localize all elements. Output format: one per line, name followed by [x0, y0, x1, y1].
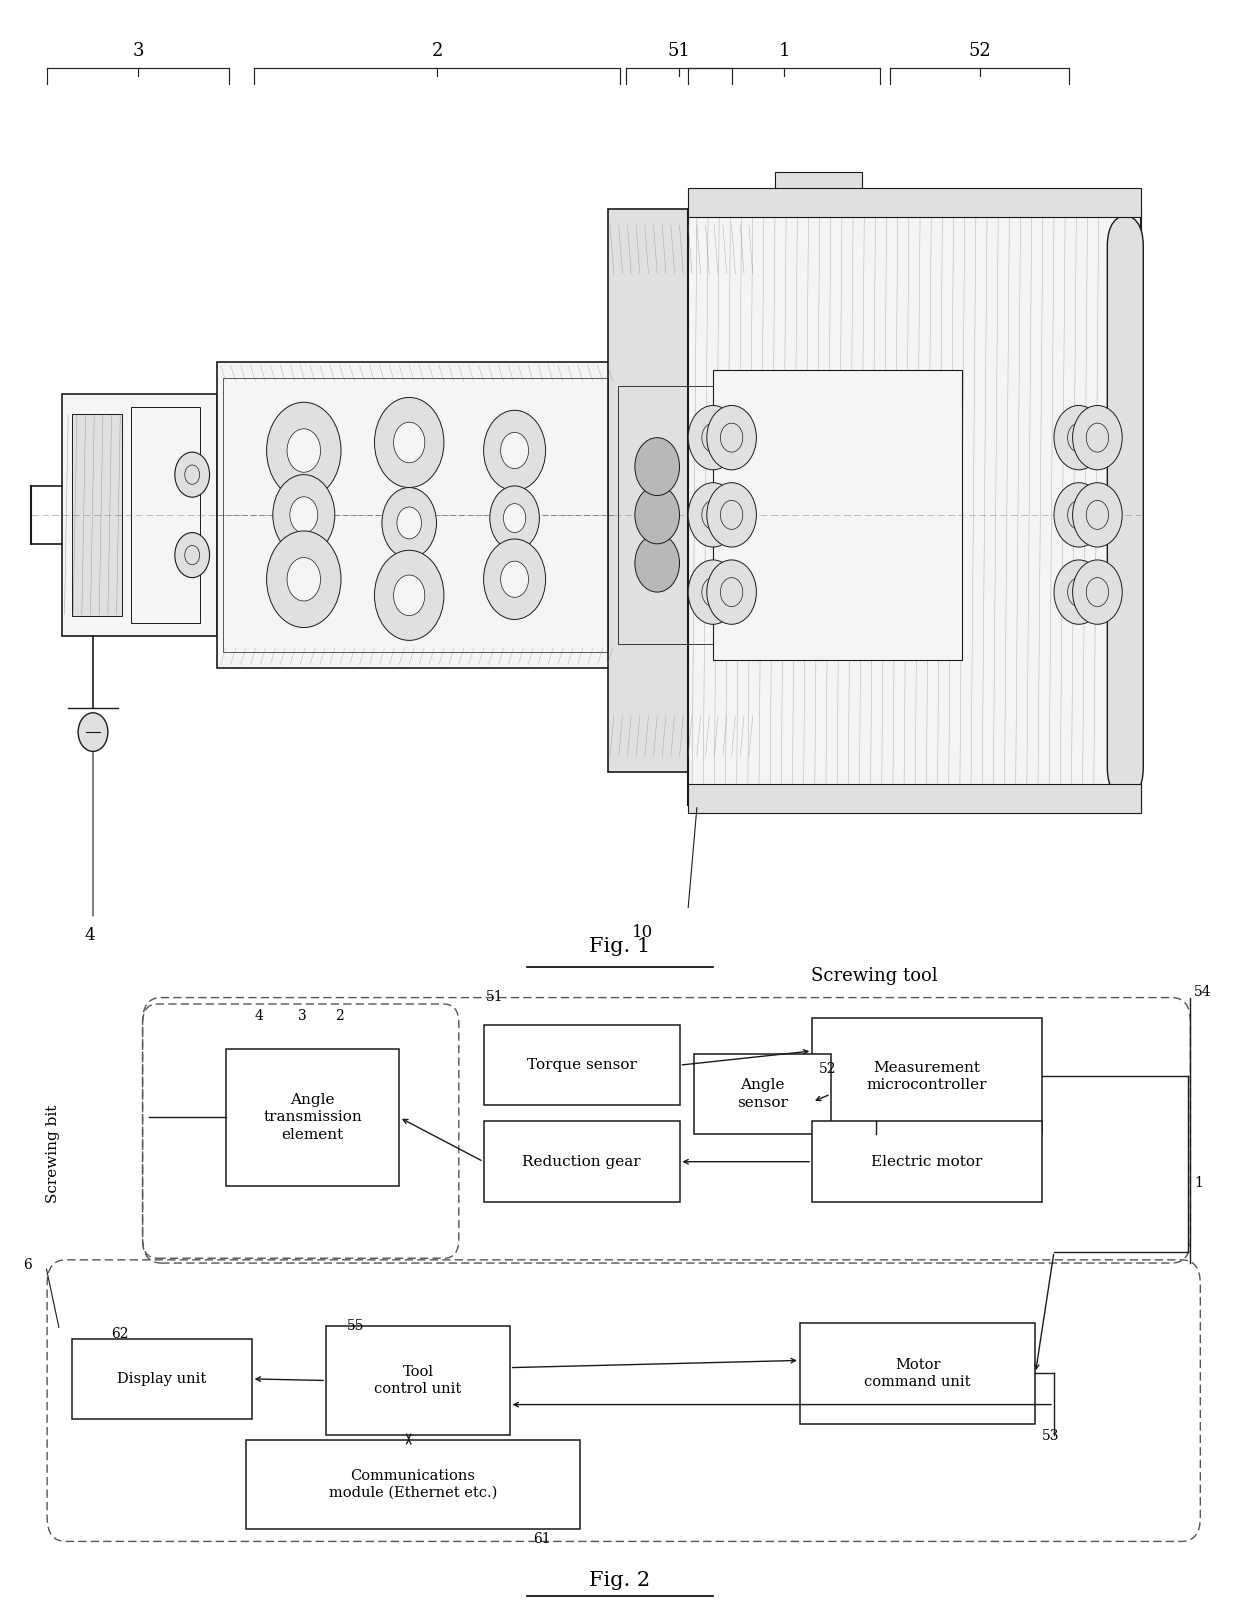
- Circle shape: [288, 428, 320, 473]
- Bar: [800, 1323, 1035, 1424]
- Circle shape: [273, 475, 335, 555]
- Circle shape: [175, 533, 210, 578]
- Text: 6: 6: [22, 1258, 32, 1273]
- Bar: [484, 1025, 680, 1105]
- Bar: [812, 1121, 1042, 1202]
- Circle shape: [78, 713, 108, 751]
- Circle shape: [1054, 405, 1104, 470]
- Bar: [131, 407, 200, 623]
- Text: 52: 52: [818, 1062, 836, 1076]
- Text: Angle
sensor: Angle sensor: [737, 1078, 789, 1110]
- Text: Tool
control unit: Tool control unit: [374, 1364, 461, 1397]
- Text: 62: 62: [112, 1327, 129, 1342]
- Bar: [713, 370, 962, 660]
- Bar: [217, 362, 614, 668]
- Circle shape: [707, 560, 756, 624]
- Circle shape: [1073, 405, 1122, 470]
- Text: 3: 3: [133, 42, 144, 60]
- Text: 54: 54: [1194, 985, 1211, 999]
- Text: 53: 53: [1042, 1429, 1059, 1443]
- Text: 51: 51: [486, 990, 503, 1004]
- Bar: [688, 188, 1141, 217]
- Text: 61: 61: [533, 1532, 551, 1546]
- Circle shape: [635, 438, 680, 496]
- Text: Screwing bit: Screwing bit: [46, 1104, 61, 1204]
- Text: 4: 4: [254, 1009, 263, 1023]
- Bar: [688, 784, 1141, 813]
- Text: 55: 55: [347, 1319, 365, 1334]
- Circle shape: [1054, 560, 1104, 624]
- Circle shape: [382, 488, 436, 558]
- Circle shape: [397, 507, 422, 539]
- Circle shape: [707, 405, 756, 470]
- Circle shape: [267, 402, 341, 499]
- Bar: [223, 378, 608, 652]
- Bar: [62, 394, 217, 636]
- Bar: [688, 209, 1141, 804]
- Text: Motor
command unit: Motor command unit: [864, 1358, 971, 1389]
- Circle shape: [490, 486, 539, 550]
- Text: 2: 2: [335, 1009, 343, 1023]
- Text: Fig. 1: Fig. 1: [589, 936, 651, 956]
- Bar: [775, 172, 862, 212]
- Circle shape: [175, 452, 210, 497]
- Bar: [246, 1440, 580, 1529]
- Text: Fig. 2: Fig. 2: [589, 1570, 651, 1590]
- Text: Screwing tool: Screwing tool: [811, 967, 937, 985]
- Circle shape: [635, 486, 680, 544]
- Circle shape: [1073, 560, 1122, 624]
- Circle shape: [393, 574, 425, 616]
- Circle shape: [1073, 483, 1122, 547]
- Circle shape: [635, 534, 680, 592]
- Bar: [72, 1339, 252, 1419]
- Text: 4: 4: [84, 927, 94, 944]
- Circle shape: [688, 483, 738, 547]
- Circle shape: [393, 422, 425, 463]
- Circle shape: [503, 504, 526, 533]
- Bar: [694, 1054, 831, 1134]
- Circle shape: [288, 558, 320, 602]
- Circle shape: [501, 562, 528, 597]
- Bar: [72, 414, 122, 616]
- Circle shape: [374, 397, 444, 488]
- Text: Angle
transmission
element: Angle transmission element: [263, 1093, 362, 1142]
- Circle shape: [484, 410, 546, 491]
- Text: Communications
module (Ethernet etc.): Communications module (Ethernet etc.): [329, 1469, 497, 1500]
- Bar: [226, 1049, 399, 1186]
- Text: 2: 2: [432, 42, 443, 60]
- Text: Reduction gear: Reduction gear: [522, 1155, 641, 1168]
- Bar: [484, 1121, 680, 1202]
- Circle shape: [688, 405, 738, 470]
- Circle shape: [501, 433, 528, 468]
- Text: 1: 1: [1194, 1176, 1203, 1189]
- Circle shape: [267, 531, 341, 628]
- Circle shape: [484, 539, 546, 619]
- Text: 1: 1: [779, 42, 790, 60]
- Text: 51: 51: [667, 42, 691, 60]
- Circle shape: [688, 560, 738, 624]
- Circle shape: [707, 483, 756, 547]
- Text: Measurement
microcontroller: Measurement microcontroller: [867, 1060, 987, 1093]
- Circle shape: [290, 497, 317, 533]
- Text: 52: 52: [968, 42, 991, 60]
- Text: Electric motor: Electric motor: [872, 1155, 982, 1168]
- Text: 10: 10: [631, 924, 653, 941]
- Text: Display unit: Display unit: [118, 1372, 206, 1385]
- FancyBboxPatch shape: [1107, 214, 1143, 800]
- Bar: [618, 386, 746, 644]
- Text: Torque sensor: Torque sensor: [527, 1059, 636, 1072]
- Bar: [812, 1018, 1042, 1134]
- Circle shape: [374, 550, 444, 640]
- Bar: [608, 209, 756, 772]
- Circle shape: [1054, 483, 1104, 547]
- Bar: [326, 1326, 510, 1435]
- Text: 3: 3: [298, 1009, 306, 1023]
